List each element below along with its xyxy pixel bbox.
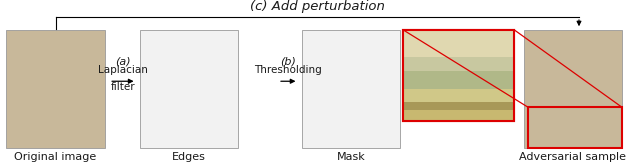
Text: Original image: Original image [15, 152, 97, 162]
Bar [403, 89, 514, 102]
Bar [403, 30, 514, 121]
Bar [403, 57, 514, 71]
Bar [403, 110, 514, 121]
Bar [6, 30, 105, 148]
Bar [527, 107, 621, 148]
Bar [524, 30, 622, 148]
Bar [301, 30, 400, 148]
Bar [403, 71, 514, 89]
Text: Thresholding: Thresholding [254, 65, 322, 75]
Bar [140, 30, 238, 148]
Text: Mask: Mask [337, 152, 365, 162]
Bar [403, 30, 514, 121]
Bar [403, 102, 514, 110]
Text: Laplacian: Laplacian [98, 65, 148, 75]
Bar [403, 30, 514, 57]
Text: (b): (b) [280, 56, 296, 66]
Text: Edges: Edges [172, 152, 206, 162]
Text: (c) Add perturbation: (c) Add perturbation [250, 0, 385, 13]
Text: filter: filter [111, 82, 135, 92]
Text: Adversarial sample: Adversarial sample [520, 152, 627, 162]
Text: (a): (a) [115, 56, 131, 66]
